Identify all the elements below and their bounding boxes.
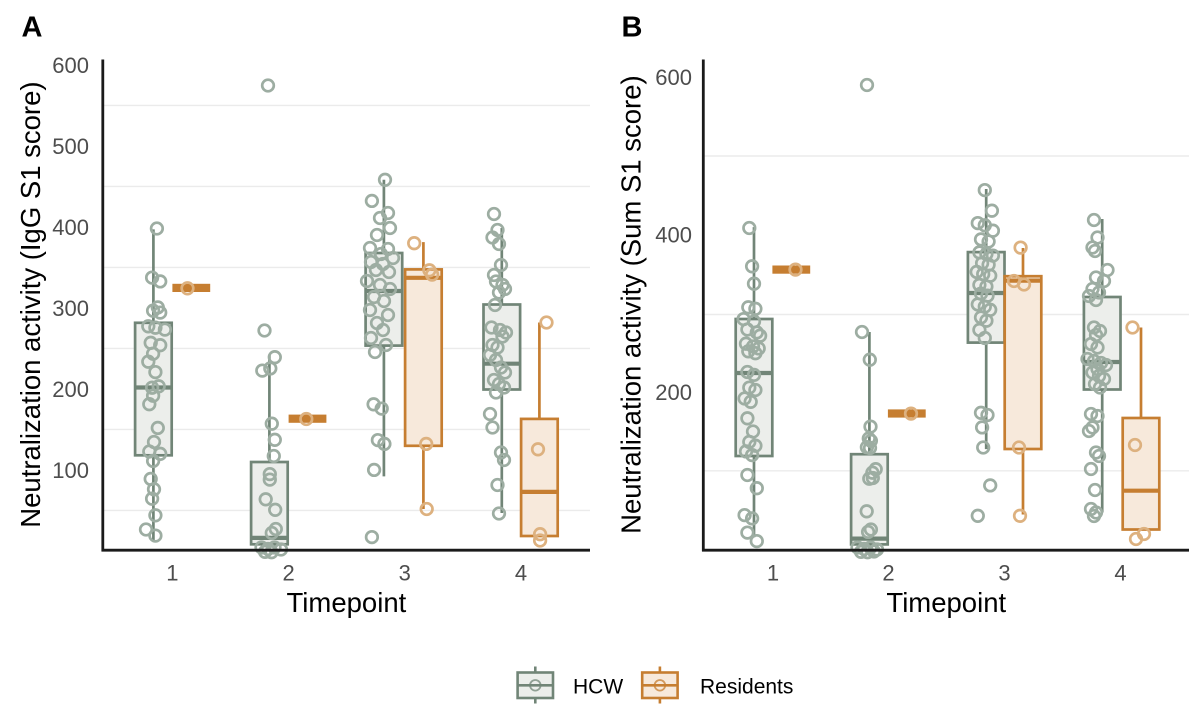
svg-text:2: 2	[882, 560, 894, 585]
svg-text:3: 3	[399, 560, 411, 585]
svg-text:Neutralization activity (Sum S: Neutralization activity (Sum S1 score)	[616, 75, 647, 533]
svg-text:Neutralization activity (IgG S: Neutralization activity (IgG S1 score)	[15, 81, 46, 527]
svg-text:4: 4	[1114, 560, 1126, 585]
svg-text:A: A	[22, 12, 43, 44]
svg-text:4: 4	[515, 560, 527, 585]
svg-text:Timepoint: Timepoint	[886, 587, 1006, 618]
svg-text:200: 200	[52, 377, 89, 402]
svg-text:500: 500	[52, 134, 89, 159]
svg-text:1: 1	[166, 560, 178, 585]
svg-text:100: 100	[52, 458, 89, 483]
svg-text:400: 400	[52, 215, 89, 240]
svg-text:300: 300	[52, 296, 89, 321]
svg-text:Residents: Residents	[700, 676, 793, 699]
svg-text:B: B	[622, 12, 643, 44]
svg-text:200: 200	[655, 380, 692, 405]
svg-text:Timepoint: Timepoint	[287, 587, 407, 618]
svg-text:600: 600	[52, 53, 89, 78]
svg-text:1: 1	[767, 560, 779, 585]
svg-text:400: 400	[655, 223, 692, 248]
svg-text:2: 2	[282, 560, 294, 585]
svg-text:3: 3	[998, 560, 1010, 585]
svg-text:HCW: HCW	[573, 676, 623, 699]
svg-text:600: 600	[655, 65, 692, 90]
